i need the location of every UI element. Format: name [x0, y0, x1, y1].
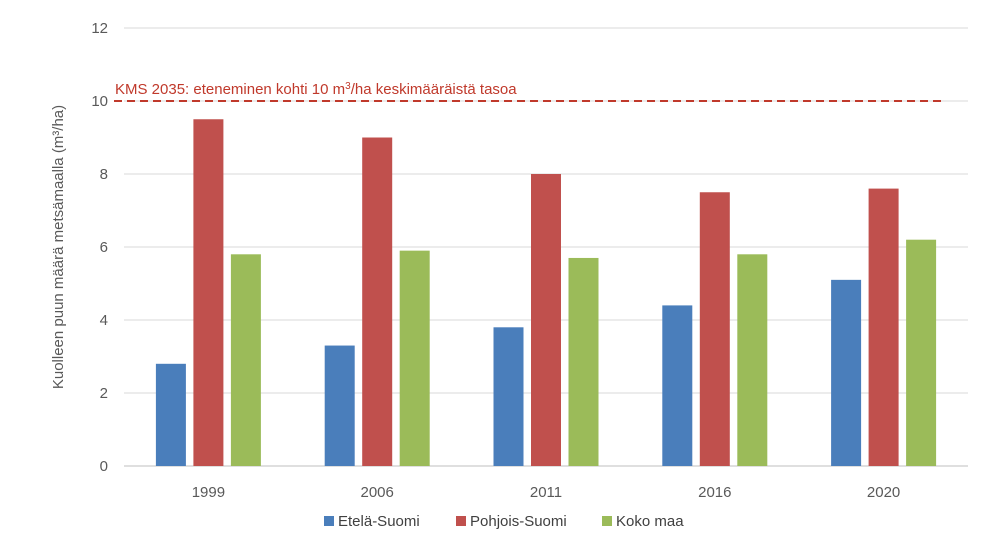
bar-pohjois-suomi-2016: [699, 192, 730, 466]
y-tick-label: 10: [91, 93, 108, 110]
x-tick-label: 2016: [698, 484, 731, 501]
y-axis-ticks: 0 2 4 6 8 10 12: [91, 20, 108, 475]
bars: [155, 119, 937, 466]
bar-koko-maa-2016: [737, 254, 768, 466]
y-tick-label: 12: [91, 20, 108, 37]
y-tick-label: 2: [100, 385, 108, 402]
reference-line-group: KMS 2035: eteneminen kohti 10 m3/ha kesk…: [114, 81, 944, 102]
x-tick-label: 2006: [361, 484, 394, 501]
y-tick-label: 6: [100, 239, 108, 256]
legend-label: Pohjois-Suomi: [470, 513, 567, 530]
legend-label: Etelä-Suomi: [338, 513, 420, 530]
legend-swatch-etel-suomi: [324, 516, 334, 526]
x-tick-label: 1999: [192, 484, 225, 501]
bar-pohjois-suomi-2011: [531, 174, 561, 466]
x-tick-label: 2011: [530, 484, 562, 501]
y-tick-label: 0: [100, 458, 108, 475]
legend: Etelä-Suomi Pohjois-Suomi Koko maa: [324, 513, 684, 530]
y-tick-label: 4: [100, 312, 108, 329]
bar-etel-suomi-2016: [662, 305, 693, 466]
bar-etel-suomi-2020: [831, 279, 862, 466]
x-tick-label: 2020: [867, 484, 900, 501]
bar-etel-suomi-2006: [324, 345, 355, 466]
bar-pohjois-suomi-1999: [193, 119, 224, 466]
reference-line-label-superscript: 3: [345, 81, 351, 92]
y-axis-label: Kuolleen puun määrä metsämaalla (m³/ha): [50, 105, 67, 389]
legend-label: Koko maa: [616, 513, 684, 530]
reference-line-label-part1: KMS 2035: eteneminen kohti 10 m: [115, 81, 345, 98]
bar-pohjois-suomi-2006: [362, 137, 393, 466]
reference-line-label: KMS 2035: eteneminen kohti 10 m3/ha kesk…: [115, 81, 517, 99]
x-axis-ticks: 1999 2006 2011 2016 2020: [192, 484, 901, 501]
bar-pohjois-suomi-2020: [868, 188, 899, 466]
y-tick-label: 8: [100, 166, 108, 183]
legend-swatch-koko-maa: [602, 516, 612, 526]
reference-line-label-part2: /ha keskimääräistä tasoa: [351, 81, 518, 98]
bar-koko-maa-2020: [906, 239, 937, 466]
bar-koko-maa-2006: [399, 250, 430, 466]
bar-etel-suomi-1999: [155, 363, 186, 466]
bar-koko-maa-2011: [568, 257, 599, 466]
bar-koko-maa-1999: [230, 254, 261, 466]
legend-swatch-pohjois-suomi: [456, 516, 466, 526]
bar-etel-suomi-2011: [493, 327, 524, 466]
